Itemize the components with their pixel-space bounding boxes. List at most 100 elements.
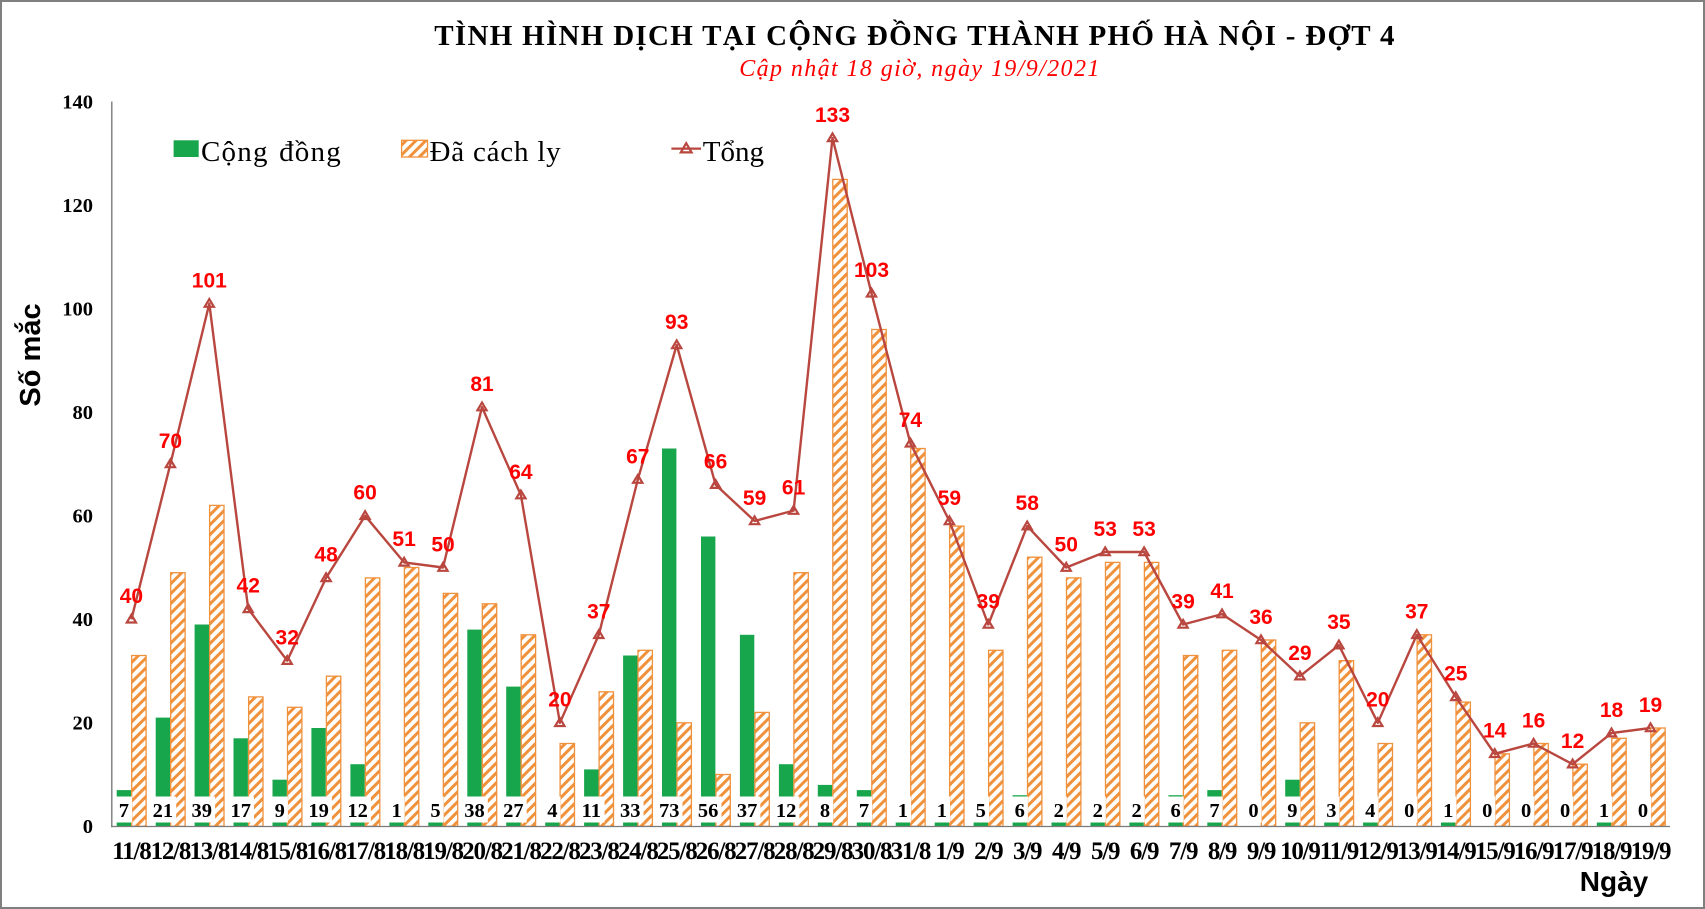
- svg-text:15/9: 15/9: [1475, 838, 1515, 865]
- svg-text:58: 58: [1016, 492, 1040, 515]
- svg-text:0: 0: [83, 816, 93, 838]
- svg-text:50: 50: [1055, 533, 1078, 556]
- svg-text:Tổng: Tổng: [703, 136, 764, 168]
- svg-text:60: 60: [73, 506, 94, 528]
- svg-text:42: 42: [237, 575, 260, 598]
- svg-text:27/8: 27/8: [735, 838, 775, 865]
- svg-text:38: 38: [464, 800, 485, 822]
- svg-text:1: 1: [391, 800, 401, 822]
- svg-text:18/9: 18/9: [1592, 838, 1632, 865]
- svg-text:11/9: 11/9: [1320, 838, 1359, 865]
- svg-text:14: 14: [1483, 720, 1507, 743]
- svg-text:25/8: 25/8: [657, 838, 697, 865]
- svg-text:1: 1: [898, 800, 908, 822]
- svg-text:40: 40: [73, 609, 94, 631]
- svg-text:3: 3: [1326, 800, 1336, 822]
- svg-text:39: 39: [192, 800, 213, 822]
- svg-text:12: 12: [776, 800, 797, 822]
- svg-text:24/8: 24/8: [618, 838, 658, 865]
- svg-text:39: 39: [1171, 590, 1194, 613]
- svg-text:14/8: 14/8: [228, 838, 268, 865]
- svg-text:1: 1: [937, 800, 947, 822]
- svg-text:61: 61: [782, 476, 806, 499]
- svg-text:30/8: 30/8: [852, 838, 892, 865]
- svg-text:20: 20: [73, 713, 94, 735]
- svg-text:10/9: 10/9: [1280, 838, 1320, 865]
- svg-text:5/9: 5/9: [1091, 838, 1120, 865]
- svg-text:0: 0: [1482, 800, 1492, 822]
- svg-text:6/9: 6/9: [1130, 838, 1159, 865]
- svg-text:39: 39: [977, 590, 1000, 613]
- svg-text:101: 101: [192, 269, 227, 292]
- svg-text:Ngày: Ngày: [1580, 866, 1649, 897]
- svg-text:3/9: 3/9: [1013, 838, 1042, 865]
- svg-text:14/9: 14/9: [1436, 838, 1476, 865]
- svg-text:64: 64: [509, 461, 533, 484]
- svg-text:0: 0: [1521, 800, 1531, 822]
- svg-text:103: 103: [854, 259, 889, 282]
- svg-text:66: 66: [704, 451, 727, 474]
- svg-text:19: 19: [1639, 694, 1662, 717]
- svg-text:37: 37: [1405, 601, 1428, 624]
- svg-text:Cập nhật 18 giờ, ngày 19/9/202: Cập nhật 18 giờ, ngày 19/9/2021: [739, 56, 1101, 82]
- svg-text:7/9: 7/9: [1169, 838, 1198, 865]
- svg-text:25: 25: [1444, 663, 1468, 686]
- svg-text:5: 5: [430, 800, 440, 822]
- svg-text:7: 7: [1209, 800, 1219, 822]
- svg-text:4/9: 4/9: [1052, 838, 1081, 865]
- svg-text:26/8: 26/8: [696, 838, 736, 865]
- svg-text:16/8: 16/8: [306, 838, 346, 865]
- svg-text:0: 0: [1248, 800, 1258, 822]
- svg-text:37: 37: [587, 601, 610, 624]
- svg-text:19: 19: [308, 800, 329, 822]
- svg-text:20: 20: [548, 689, 571, 712]
- svg-text:17/9: 17/9: [1553, 838, 1593, 865]
- svg-text:4: 4: [547, 800, 557, 822]
- svg-text:17/8: 17/8: [345, 838, 385, 865]
- svg-text:41: 41: [1210, 580, 1234, 603]
- svg-text:2: 2: [1054, 800, 1064, 822]
- svg-text:1: 1: [1443, 800, 1453, 822]
- svg-text:53: 53: [1132, 518, 1155, 541]
- svg-text:81: 81: [470, 373, 494, 396]
- svg-text:Đã cách ly: Đã cách ly: [430, 136, 562, 168]
- svg-text:2/9: 2/9: [974, 838, 1003, 865]
- svg-text:18: 18: [1600, 699, 1624, 722]
- svg-text:16/9: 16/9: [1514, 838, 1554, 865]
- svg-text:19/9: 19/9: [1631, 838, 1671, 865]
- svg-text:70: 70: [159, 430, 182, 453]
- svg-text:93: 93: [665, 311, 688, 334]
- svg-text:13/8: 13/8: [189, 838, 229, 865]
- svg-text:TÌNH HÌNH DỊCH TẠI CỘNG ĐỒNG T: TÌNH HÌNH DỊCH TẠI CỘNG ĐỒNG THÀNH PHỐ H…: [434, 18, 1396, 52]
- svg-text:59: 59: [938, 487, 961, 510]
- svg-text:7: 7: [119, 800, 129, 822]
- svg-text:36: 36: [1249, 606, 1272, 629]
- svg-text:9: 9: [1287, 800, 1297, 822]
- svg-text:73: 73: [659, 800, 680, 822]
- svg-text:6: 6: [1170, 800, 1180, 822]
- svg-text:1: 1: [1599, 800, 1609, 822]
- svg-text:12/8: 12/8: [151, 838, 191, 865]
- svg-text:37: 37: [737, 800, 758, 822]
- svg-text:23/8: 23/8: [579, 838, 619, 865]
- svg-text:59: 59: [743, 487, 766, 510]
- svg-text:80: 80: [73, 402, 94, 424]
- svg-text:28/8: 28/8: [774, 838, 814, 865]
- svg-text:140: 140: [62, 92, 93, 114]
- svg-text:Số mắc: Số mắc: [13, 303, 47, 406]
- svg-text:35: 35: [1327, 611, 1351, 634]
- svg-text:2: 2: [1093, 800, 1103, 822]
- svg-text:20: 20: [1366, 689, 1389, 712]
- svg-text:133: 133: [815, 104, 850, 127]
- svg-text:8: 8: [820, 800, 830, 822]
- svg-text:33: 33: [620, 800, 641, 822]
- svg-text:11/8: 11/8: [112, 838, 151, 865]
- svg-text:5: 5: [976, 800, 986, 822]
- svg-text:27: 27: [503, 800, 524, 822]
- svg-text:0: 0: [1560, 800, 1570, 822]
- svg-text:21: 21: [153, 800, 174, 822]
- svg-text:53: 53: [1094, 518, 1117, 541]
- svg-text:1/9: 1/9: [935, 838, 964, 865]
- svg-text:18/8: 18/8: [384, 838, 424, 865]
- svg-text:51: 51: [392, 528, 416, 551]
